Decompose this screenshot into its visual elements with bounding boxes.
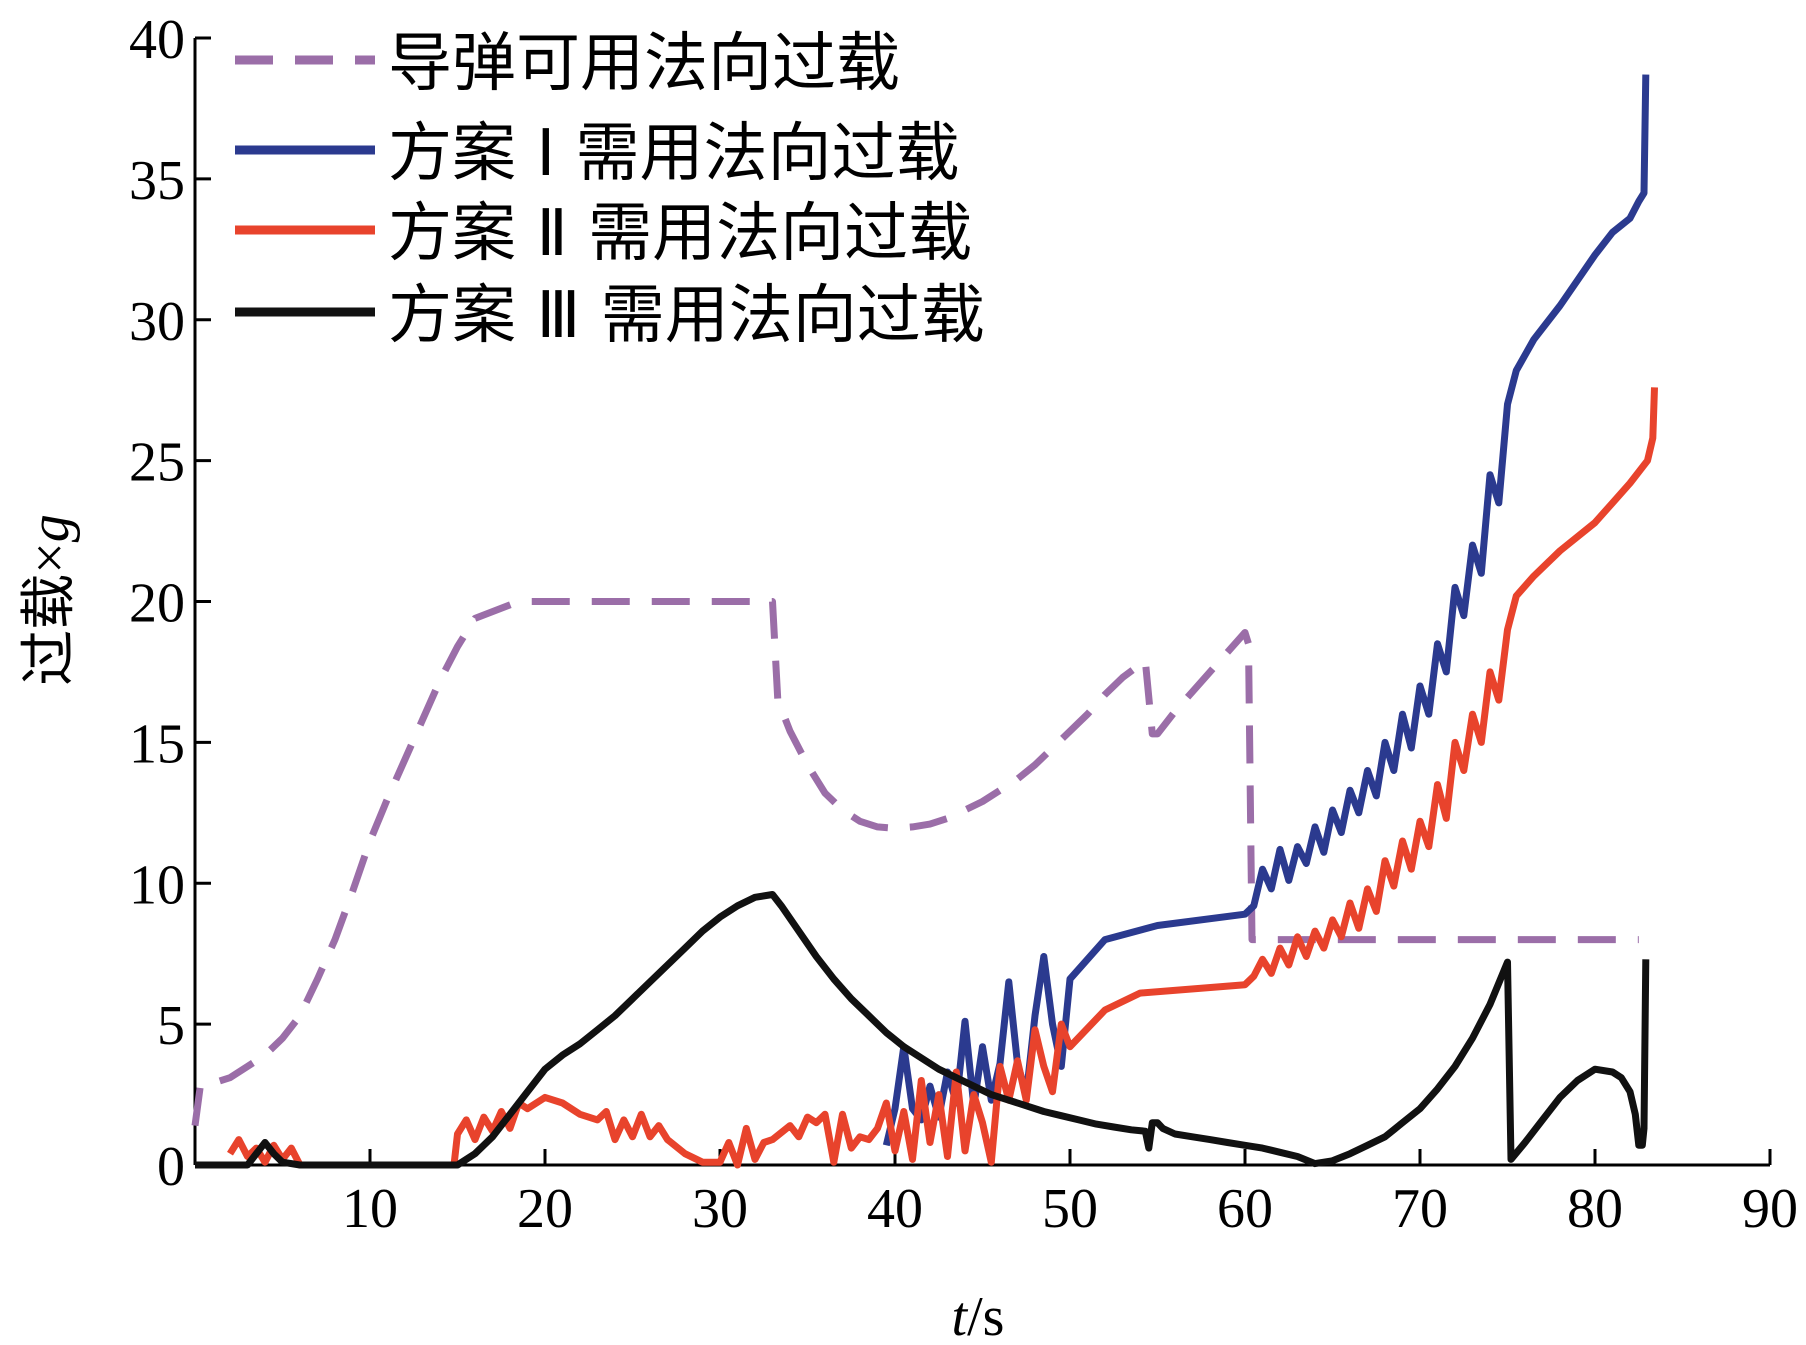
y-tick-label: 0 bbox=[157, 1136, 185, 1198]
series-available-overload bbox=[191, 598, 1639, 1127]
y-tick-label: 5 bbox=[157, 995, 185, 1057]
x-tick-label: 10 bbox=[342, 1178, 398, 1240]
x-tick-label: 90 bbox=[1742, 1178, 1798, 1240]
x-tick-label: 80 bbox=[1567, 1178, 1623, 1240]
legend-label-plan2: 方案 Ⅱ 需用法向过载 bbox=[388, 197, 972, 271]
x-ticks: 10 20 30 40 50 60 70 80 90 bbox=[342, 1149, 1798, 1240]
y-tick-label: 40 bbox=[129, 9, 185, 71]
x-tick-label: 20 bbox=[517, 1178, 573, 1240]
series-plan2-overload bbox=[227, 387, 1658, 1169]
y-ticks: 0 5 10 15 20 25 30 35 40 bbox=[129, 9, 211, 1198]
x-tick-label: 60 bbox=[1217, 1178, 1273, 1240]
series-plan3-overload bbox=[195, 891, 1650, 1169]
plot-lines bbox=[191, 74, 1658, 1169]
x-axis-title: t/s bbox=[952, 1286, 1005, 1345]
y-tick-label: 10 bbox=[129, 854, 185, 916]
legend: 导弹可用法向过载 方案 Ⅰ 需用法向过载 方案 Ⅱ 需用法向过载 方案 Ⅲ 需用… bbox=[235, 27, 985, 353]
legend-label-plan1: 方案 Ⅰ 需用法向过载 bbox=[388, 117, 960, 191]
legend-label-plan3: 方案 Ⅲ 需用法向过载 bbox=[388, 279, 985, 353]
series-plan1-overload bbox=[882, 74, 1650, 1147]
y-tick-label: 30 bbox=[129, 291, 185, 353]
y-tick-label: 20 bbox=[129, 573, 185, 635]
x-tick-label: 50 bbox=[1042, 1178, 1098, 1240]
x-tick-label: 30 bbox=[692, 1178, 748, 1240]
legend-label-available: 导弹可用法向过载 bbox=[388, 27, 900, 101]
x-tick-label: 40 bbox=[867, 1178, 923, 1240]
y-tick-label: 15 bbox=[129, 713, 185, 775]
y-tick-label: 25 bbox=[129, 432, 185, 494]
y-axis-title-text: 过载× bbox=[19, 542, 81, 686]
x-tick-label: 70 bbox=[1392, 1178, 1448, 1240]
y-axis-title: 过载×g bbox=[19, 514, 81, 686]
y-axis-title-var: g bbox=[19, 514, 81, 542]
x-axis-title-unit: /s bbox=[967, 1286, 1004, 1345]
y-tick-label: 35 bbox=[129, 150, 185, 212]
x-axis-title-var: t bbox=[952, 1286, 969, 1345]
